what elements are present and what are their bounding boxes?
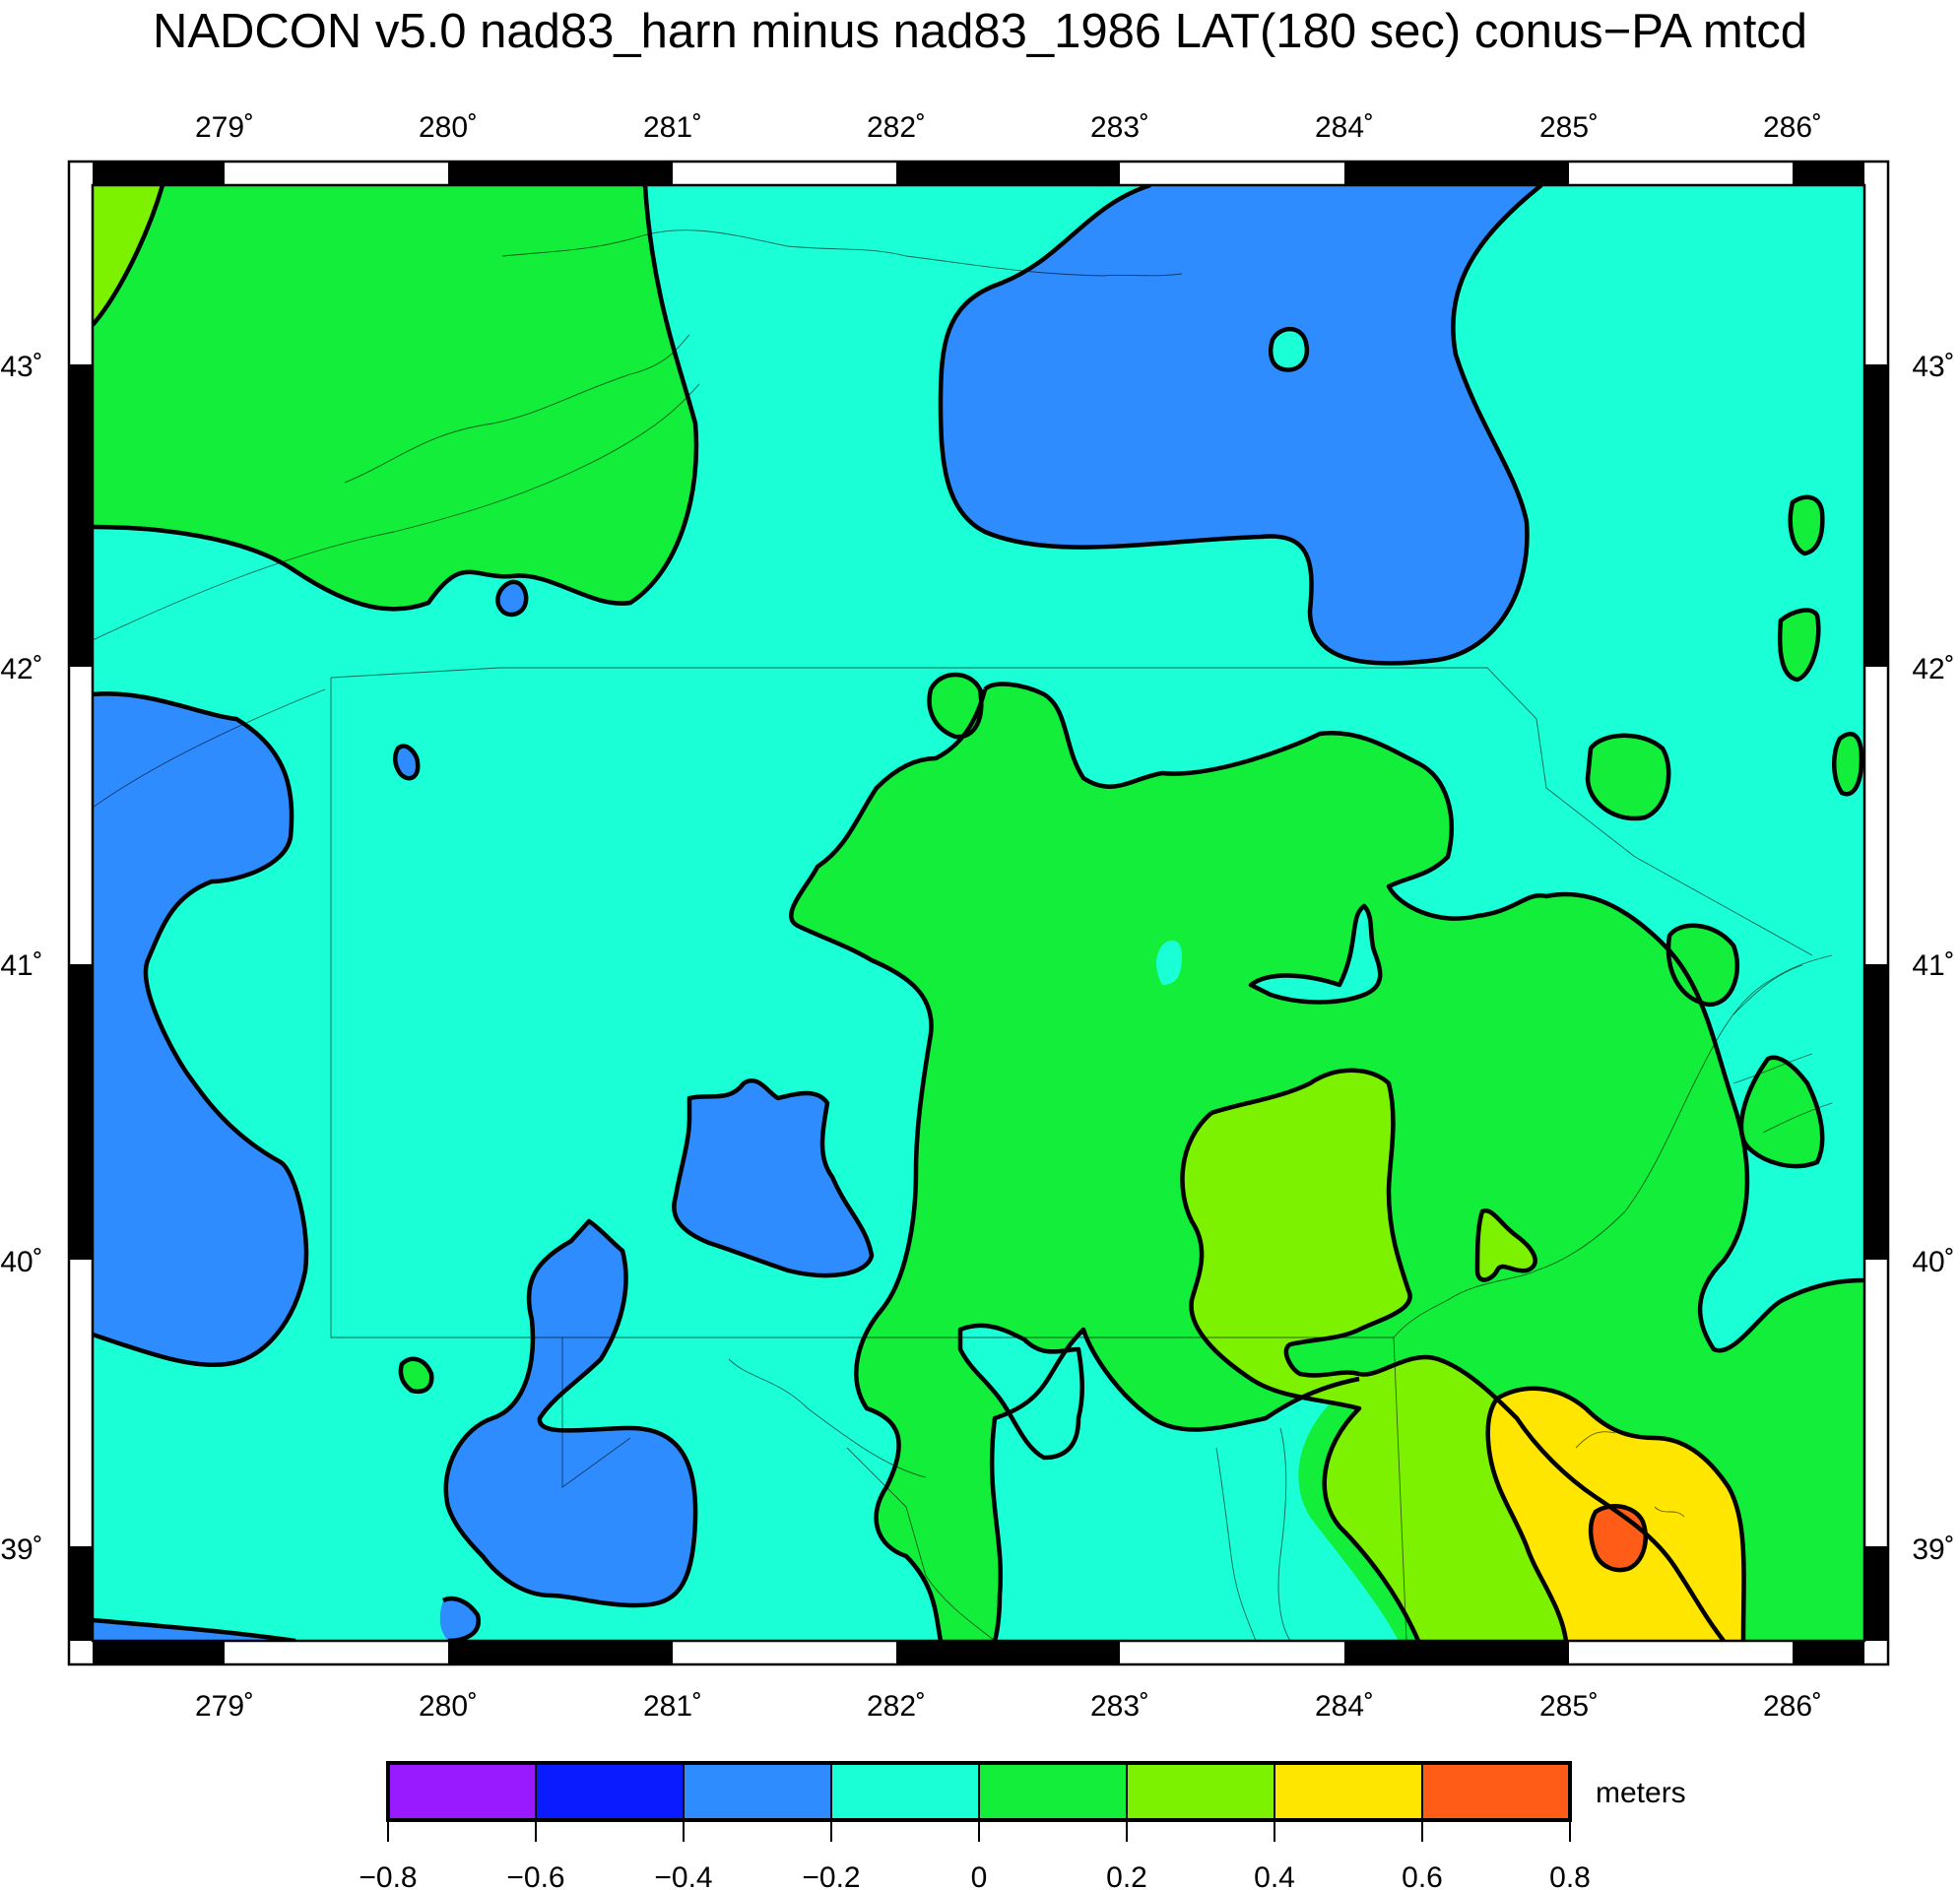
- frame-segment: [1864, 1546, 1888, 1641]
- lon-label: 280˚: [419, 1690, 478, 1723]
- lat-label: 42˚: [0, 653, 42, 685]
- colorbar-swatches: [388, 1763, 1570, 1820]
- colorbar-tick-label: −0.6: [506, 1861, 564, 1890]
- lon-label: 285˚: [1539, 1690, 1599, 1723]
- region-blue-south: [445, 1221, 696, 1605]
- frame-segment: [448, 162, 673, 185]
- colorbar-swatch: [1127, 1763, 1274, 1820]
- region-cyan-hole-1: [1251, 906, 1381, 1003]
- frame-segment: [1793, 1641, 1864, 1664]
- colorbar-ticks: −0.8 −0.6 −0.4 −0.2 0 0.2 0.4 0.6 0.8: [359, 1763, 1591, 1890]
- region-blue-islet-1: [497, 581, 527, 616]
- lat-labels-right: 43˚ 42˚ 41˚ 40˚ 39˚: [1912, 351, 1954, 1566]
- colorbar: −0.8 −0.6 −0.4 −0.2 0 0.2 0.4 0.6 0.8 meters: [359, 1761, 1686, 1890]
- colorbar-tick-label: 0.6: [1402, 1861, 1443, 1890]
- frame-segment: [69, 364, 93, 667]
- lat-label: 41˚: [0, 949, 42, 982]
- frame-segment: [1344, 1641, 1569, 1664]
- region-cyan-hole-2: [1156, 940, 1182, 985]
- frame-segment: [896, 1641, 1120, 1664]
- frame-segment: [1864, 964, 1888, 1260]
- lon-label: 282˚: [867, 111, 926, 144]
- region-green-northwest: [93, 185, 696, 610]
- map-frame: [67, 160, 1890, 1666]
- lon-label: 280˚: [419, 111, 478, 144]
- colorbar-swatch: [536, 1763, 684, 1820]
- lon-label: 285˚: [1539, 111, 1599, 144]
- state-boundaries: [93, 185, 1833, 1641]
- region-lime-small: [1477, 1210, 1535, 1280]
- colorbar-swatch: [684, 1763, 831, 1820]
- colorbar-tick-label: −0.4: [654, 1861, 712, 1890]
- colorbar-unit-label: meters: [1596, 1777, 1686, 1809]
- colorbar-tick-label: 0.2: [1106, 1861, 1147, 1890]
- lon-label: 284˚: [1315, 111, 1374, 144]
- frame-segment: [69, 964, 93, 1260]
- frame-segment: [69, 1546, 93, 1641]
- lat-label: 41˚: [1912, 949, 1954, 982]
- lat-label: 39˚: [1912, 1533, 1954, 1566]
- lat-label: 43˚: [1912, 351, 1954, 383]
- frame-segment: [1793, 162, 1864, 185]
- lat-label: 40˚: [0, 1246, 42, 1278]
- region-green-islet-ne3: [1668, 925, 1737, 1005]
- colorbar-tick-label: 0: [971, 1861, 988, 1890]
- region-blue-islet-2: [395, 746, 419, 779]
- contour-lines: [93, 185, 1864, 1641]
- colorbar-tick-label: −0.8: [359, 1861, 417, 1890]
- map-area: [93, 185, 1864, 1641]
- lon-label: 286˚: [1763, 111, 1822, 144]
- colorbar-swatch: [1274, 1763, 1422, 1820]
- frame-segment: [448, 1641, 673, 1664]
- lon-labels-bottom: 279˚ 280˚ 281˚ 282˚ 283˚ 284˚ 285˚ 286˚: [195, 1690, 1822, 1723]
- region-cyan-island-ne: [1271, 329, 1307, 370]
- frame-segment: [93, 162, 225, 185]
- region-green-islet-ne1: [929, 675, 982, 738]
- lon-label: 279˚: [195, 1690, 254, 1723]
- lon-label: 286˚: [1763, 1690, 1822, 1723]
- lon-label: 282˚: [867, 1690, 926, 1723]
- region-green-islet-ne2: [1588, 735, 1669, 819]
- colorbar-tick-label: −0.2: [802, 1861, 860, 1890]
- lat-label: 40˚: [1912, 1246, 1954, 1278]
- region-blue-south-tail: [439, 1598, 479, 1641]
- lat-label: 39˚: [0, 1533, 42, 1566]
- colorbar-swatch: [831, 1763, 979, 1820]
- frame-segment: [1864, 364, 1888, 667]
- frame-segment: [93, 1641, 225, 1664]
- lon-label: 279˚: [195, 111, 254, 144]
- colorbar-tick-label: 0.4: [1254, 1861, 1295, 1890]
- lon-label: 283˚: [1090, 1690, 1149, 1723]
- lon-label: 284˚: [1315, 1690, 1374, 1723]
- lat-labels-left: 43˚ 42˚ 41˚ 40˚ 39˚: [0, 351, 42, 1566]
- region-green-islet-ne4: [1780, 610, 1819, 680]
- colorbar-swatch: [1422, 1763, 1570, 1820]
- region-green-islet-ne5: [1790, 496, 1823, 554]
- region-blue-northeast: [941, 185, 1541, 664]
- lon-label: 281˚: [643, 1690, 702, 1723]
- region-lime-corner: [93, 185, 163, 325]
- lat-label: 42˚: [1912, 653, 1954, 685]
- frame-segment: [1344, 162, 1569, 185]
- region-green-islet-ne7: [1740, 1057, 1823, 1167]
- lat-label: 43˚: [0, 351, 42, 383]
- region-green-islet-sw: [400, 1358, 432, 1392]
- lon-label: 283˚: [1090, 111, 1149, 144]
- colorbar-swatch: [979, 1763, 1127, 1820]
- region-cyan-hole-3: [960, 1325, 1082, 1458]
- lon-labels-top: 279˚ 280˚ 281˚ 282˚ 283˚ 284˚ 285˚ 286˚: [195, 111, 1822, 144]
- map-title: NADCON v5.0 nad83_harn minus nad83_1986 …: [153, 5, 1807, 58]
- region-blue-west: [93, 693, 306, 1365]
- region-green-islet-ne6: [1834, 734, 1862, 795]
- colorbar-swatch: [388, 1763, 536, 1820]
- colorbar-tick-label: 0.8: [1549, 1861, 1591, 1890]
- lon-label: 281˚: [643, 111, 702, 144]
- frame-segment: [896, 162, 1120, 185]
